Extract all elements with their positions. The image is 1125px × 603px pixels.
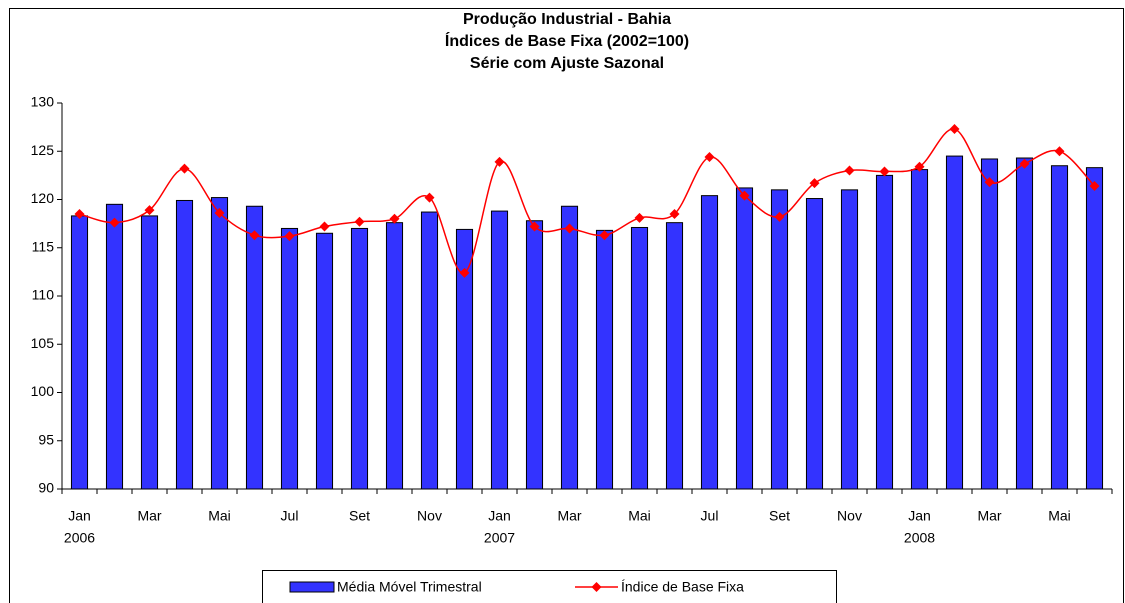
x-tick-label: Nov [837, 508, 862, 524]
y-tick-label: 115 [32, 238, 55, 254]
bar [840, 189, 859, 490]
line-marker [249, 230, 260, 241]
x-tick-label: Mai [208, 508, 231, 524]
x-tick-label: Jul [701, 508, 719, 524]
bar [1050, 165, 1069, 490]
bar [1015, 157, 1034, 490]
bar [665, 222, 684, 490]
x-tick-label: Nov [417, 508, 442, 524]
line-marker [844, 165, 855, 176]
bar [280, 227, 299, 490]
bar [490, 210, 509, 490]
line-marker [669, 208, 680, 219]
line-marker [1089, 180, 1100, 191]
legend-label: Índice de Base Fixa [621, 579, 744, 595]
line-marker [739, 190, 750, 201]
x-year-label: 2007 [484, 530, 515, 546]
line-marker [529, 221, 540, 232]
x-tick-label: Jan [68, 508, 91, 524]
line-marker [214, 208, 225, 219]
line-marker [354, 216, 365, 227]
y-tick-label: 125 [31, 142, 55, 158]
bar [420, 211, 439, 490]
line-marker [459, 267, 470, 278]
line-marker [179, 163, 190, 174]
bar [105, 203, 124, 490]
line-marker [109, 217, 120, 228]
line-marker [599, 230, 610, 241]
x-tick-label: Mar [557, 508, 581, 524]
y-tick-label: 120 [31, 190, 55, 206]
bar [805, 198, 824, 490]
bar [630, 226, 649, 490]
x-tick-label: Jul [281, 508, 299, 524]
line-marker [809, 178, 820, 189]
bar [70, 215, 89, 490]
bar [945, 155, 964, 490]
bar [560, 205, 579, 490]
line-marker [984, 177, 995, 188]
line-marker [319, 221, 330, 232]
x-tick-label: Set [349, 508, 370, 524]
bar [910, 169, 929, 490]
bar [175, 199, 194, 490]
line-marker [144, 205, 155, 216]
chart-subtitle: Série com Ajuste Sazonal [470, 55, 664, 72]
bar [385, 222, 404, 490]
bar [1085, 167, 1104, 490]
y-tick-label: 130 [31, 94, 55, 110]
x-tick-label: Jan [908, 508, 931, 524]
line-marker [494, 156, 505, 167]
bar [980, 158, 999, 490]
bar [245, 205, 264, 490]
y-tick-label: 110 [32, 287, 55, 303]
x-year-label: 2008 [904, 530, 935, 546]
x-tick-label: Mai [1048, 508, 1071, 524]
line-marker [284, 231, 295, 242]
line-marker [949, 124, 960, 135]
bar [735, 187, 754, 490]
chart-title: Produção Industrial - Bahia [463, 11, 671, 28]
line-marker [389, 213, 400, 224]
x-year-label: 2006 [64, 530, 95, 546]
y-tick-label: 95 [38, 431, 54, 447]
x-tick-label: Jan [488, 508, 511, 524]
chart-subtitle: Índices de Base Fixa (2002=100) [445, 31, 689, 50]
line-marker [879, 166, 890, 177]
bar [770, 189, 789, 490]
line-marker [914, 161, 925, 172]
line-marker [774, 211, 785, 222]
bar [455, 228, 474, 490]
bar [140, 215, 159, 490]
bar [350, 227, 369, 490]
bar [875, 174, 894, 490]
y-tick-label: 105 [31, 335, 55, 351]
y-tick-label: 100 [31, 383, 55, 399]
line-marker [424, 192, 435, 203]
legend-box [262, 570, 837, 603]
line-marker [74, 208, 85, 219]
legend-swatch [289, 581, 335, 593]
x-tick-label: Set [769, 508, 790, 524]
y-tick-label: 90 [38, 480, 54, 496]
x-tick-label: Mai [628, 508, 651, 524]
bar [700, 195, 719, 490]
x-tick-label: Mar [137, 508, 161, 524]
line-marker [1019, 158, 1030, 169]
bar [315, 232, 334, 490]
line-marker [634, 212, 645, 223]
x-tick-label: Mar [977, 508, 1001, 524]
bar [525, 220, 544, 490]
line-marker [1054, 146, 1065, 157]
bar [595, 229, 614, 490]
legend-label: Média Móvel Trimestral [337, 579, 482, 595]
bar [210, 197, 229, 490]
line-marker [704, 152, 715, 163]
legend-swatch [591, 582, 602, 592]
line-marker [564, 223, 575, 234]
